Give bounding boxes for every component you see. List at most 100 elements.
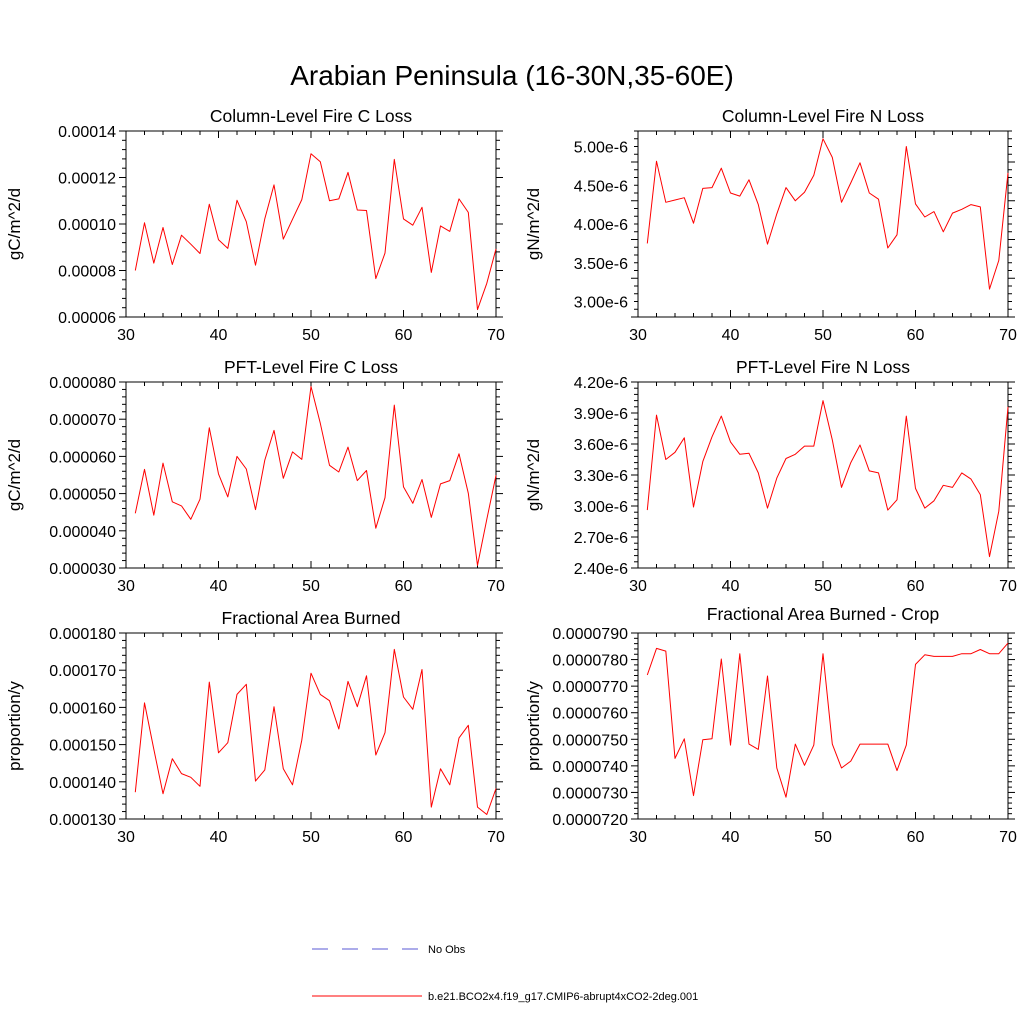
plot-frame	[125, 130, 497, 318]
x-tick-label: 40	[210, 829, 228, 846]
y-tick-label: 0.0000760	[552, 706, 628, 723]
y-tick-label: 3.60e-6	[574, 437, 628, 454]
y-tick-label: 4.00e-6	[574, 217, 628, 234]
x-tick-label: 70	[999, 327, 1017, 344]
y-tick-label: 5.00e-6	[574, 140, 628, 157]
y-tick-label: 0.0000750	[552, 732, 628, 749]
series-line	[646, 138, 1009, 290]
x-tick-label: 70	[999, 829, 1017, 846]
x-tick-label: 30	[117, 829, 135, 846]
x-tick-label: 60	[907, 327, 925, 344]
x-tick-label: 50	[302, 327, 320, 344]
x-tick-label: 50	[302, 829, 320, 846]
y-tick-label: 3.00e-6	[574, 499, 628, 516]
y-tick-label: 4.20e-6	[574, 375, 628, 392]
y-tick-label: 3.30e-6	[574, 468, 628, 485]
y-axis-label: gN/m^2/d	[524, 188, 543, 260]
chart-title: PFT-Level Fire C Loss	[224, 357, 398, 377]
chart-title: Column-Level Fire N Loss	[722, 106, 925, 126]
y-tick-label: 0.000060	[49, 449, 116, 466]
y-tick-label: 0.0000720	[552, 812, 628, 829]
y-tick-label: 0.000050	[49, 487, 116, 504]
x-tick-label: 40	[210, 327, 228, 344]
series-line	[134, 648, 497, 815]
y-tick-label: 0.000140	[49, 775, 116, 792]
chart-title: Column-Level Fire C Loss	[210, 106, 413, 126]
y-axis-label: gC/m^2/d	[5, 439, 24, 511]
y-tick-label: 0.00010	[58, 217, 116, 234]
series-line	[134, 386, 497, 566]
plot-frame	[125, 381, 497, 569]
x-tick-label: 60	[907, 829, 925, 846]
x-tick-label: 40	[210, 578, 228, 595]
y-axis-label: proportion/y	[524, 681, 543, 771]
chart-panel-4: PFT-Level Fire N Loss 30 40 50 60 70 2.40e-6 2.…	[524, 357, 1017, 595]
x-tick-label: 30	[117, 327, 135, 344]
x-tick-label: 30	[629, 578, 647, 595]
x-tick-label: 70	[999, 578, 1017, 595]
y-tick-label: 0.000040	[49, 524, 116, 541]
x-tick-label: 40	[722, 327, 740, 344]
chart-panels: Column-Level Fire C Loss 30 40 50 60 70 0.0000…	[5, 106, 1017, 846]
x-tick-label: 50	[302, 578, 320, 595]
x-tick-label: 50	[814, 578, 832, 595]
plot-frame	[637, 632, 1009, 820]
series-line	[646, 400, 1009, 558]
y-tick-label: 0.000180	[49, 626, 116, 643]
y-tick-label: 0.00006	[58, 310, 116, 327]
x-tick-label: 30	[117, 578, 135, 595]
y-tick-label: 0.000070	[49, 412, 116, 429]
y-tick-label: 4.50e-6	[574, 178, 628, 195]
chart-title: Fractional Area Burned - Crop	[707, 604, 939, 624]
x-tick-label: 70	[487, 578, 505, 595]
y-tick-label: 0.00008	[58, 264, 116, 281]
figure-title: Arabian Peninsula (16-30N,35-60E)	[290, 60, 734, 91]
plot-frame	[637, 381, 1009, 569]
x-tick-label: 40	[722, 578, 740, 595]
legend: No Obs b.e21.BCO2x4.f19_g17.CMIP6-abrupt…	[312, 944, 698, 1003]
series-line	[134, 153, 497, 311]
plot-frame	[637, 130, 1009, 318]
x-tick-label: 70	[487, 327, 505, 344]
plot-frame	[125, 632, 497, 820]
y-tick-label: 0.000160	[49, 700, 116, 717]
chart-panel-3: PFT-Level Fire C Loss 30 40 50 60 70 0.000030 0…	[5, 357, 505, 595]
legend-model-label: b.e21.BCO2x4.f19_g17.CMIP6-abrupt4xCO2-2…	[428, 991, 698, 1003]
y-tick-label: 0.000170	[49, 663, 116, 680]
x-tick-label: 40	[722, 829, 740, 846]
y-tick-label: 0.000030	[49, 561, 116, 578]
y-tick-label: 3.00e-6	[574, 295, 628, 312]
x-tick-label: 30	[629, 829, 647, 846]
y-tick-label: 0.0000790	[552, 626, 628, 643]
x-tick-label: 30	[629, 327, 647, 344]
chart-title: Fractional Area Burned	[222, 608, 401, 628]
series-line	[646, 642, 1009, 798]
x-tick-label: 50	[814, 829, 832, 846]
chart-panel-5: Fractional Area Burned 30 40 50 60 70 0.000130…	[5, 608, 505, 846]
x-tick-label: 60	[395, 578, 413, 595]
y-tick-label: 0.0000780	[552, 653, 628, 670]
y-axis-label: gN/m^2/d	[524, 439, 543, 511]
y-tick-label: 0.000130	[49, 812, 116, 829]
y-tick-label: 3.90e-6	[574, 406, 628, 423]
y-tick-label: 0.000150	[49, 738, 116, 755]
y-tick-label: 0.0000740	[552, 759, 628, 776]
chart-panel-1: Column-Level Fire C Loss 30 40 50 60 70 0.0000…	[5, 106, 505, 344]
chart-panel-2: Column-Level Fire N Loss 30 40 50 60 70 3.00e-…	[524, 106, 1017, 344]
y-tick-label: 2.70e-6	[574, 530, 628, 547]
y-tick-label: 0.0000770	[552, 679, 628, 696]
legend-no-obs-label: No Obs	[428, 944, 466, 956]
x-tick-label: 60	[907, 578, 925, 595]
chart-panel-6: Fractional Area Burned - Crop 30 40 50 60 70 0…	[524, 604, 1017, 846]
y-tick-label: 2.40e-6	[574, 561, 628, 578]
x-tick-label: 60	[395, 327, 413, 344]
y-tick-label: 0.000080	[49, 375, 116, 392]
y-tick-label: 3.50e-6	[574, 256, 628, 273]
x-tick-label: 70	[487, 829, 505, 846]
chart-title: PFT-Level Fire N Loss	[736, 357, 910, 377]
y-tick-label: 0.0000730	[552, 785, 628, 802]
y-axis-label: gC/m^2/d	[5, 188, 24, 260]
y-tick-label: 0.00014	[58, 124, 116, 141]
x-tick-label: 50	[814, 327, 832, 344]
